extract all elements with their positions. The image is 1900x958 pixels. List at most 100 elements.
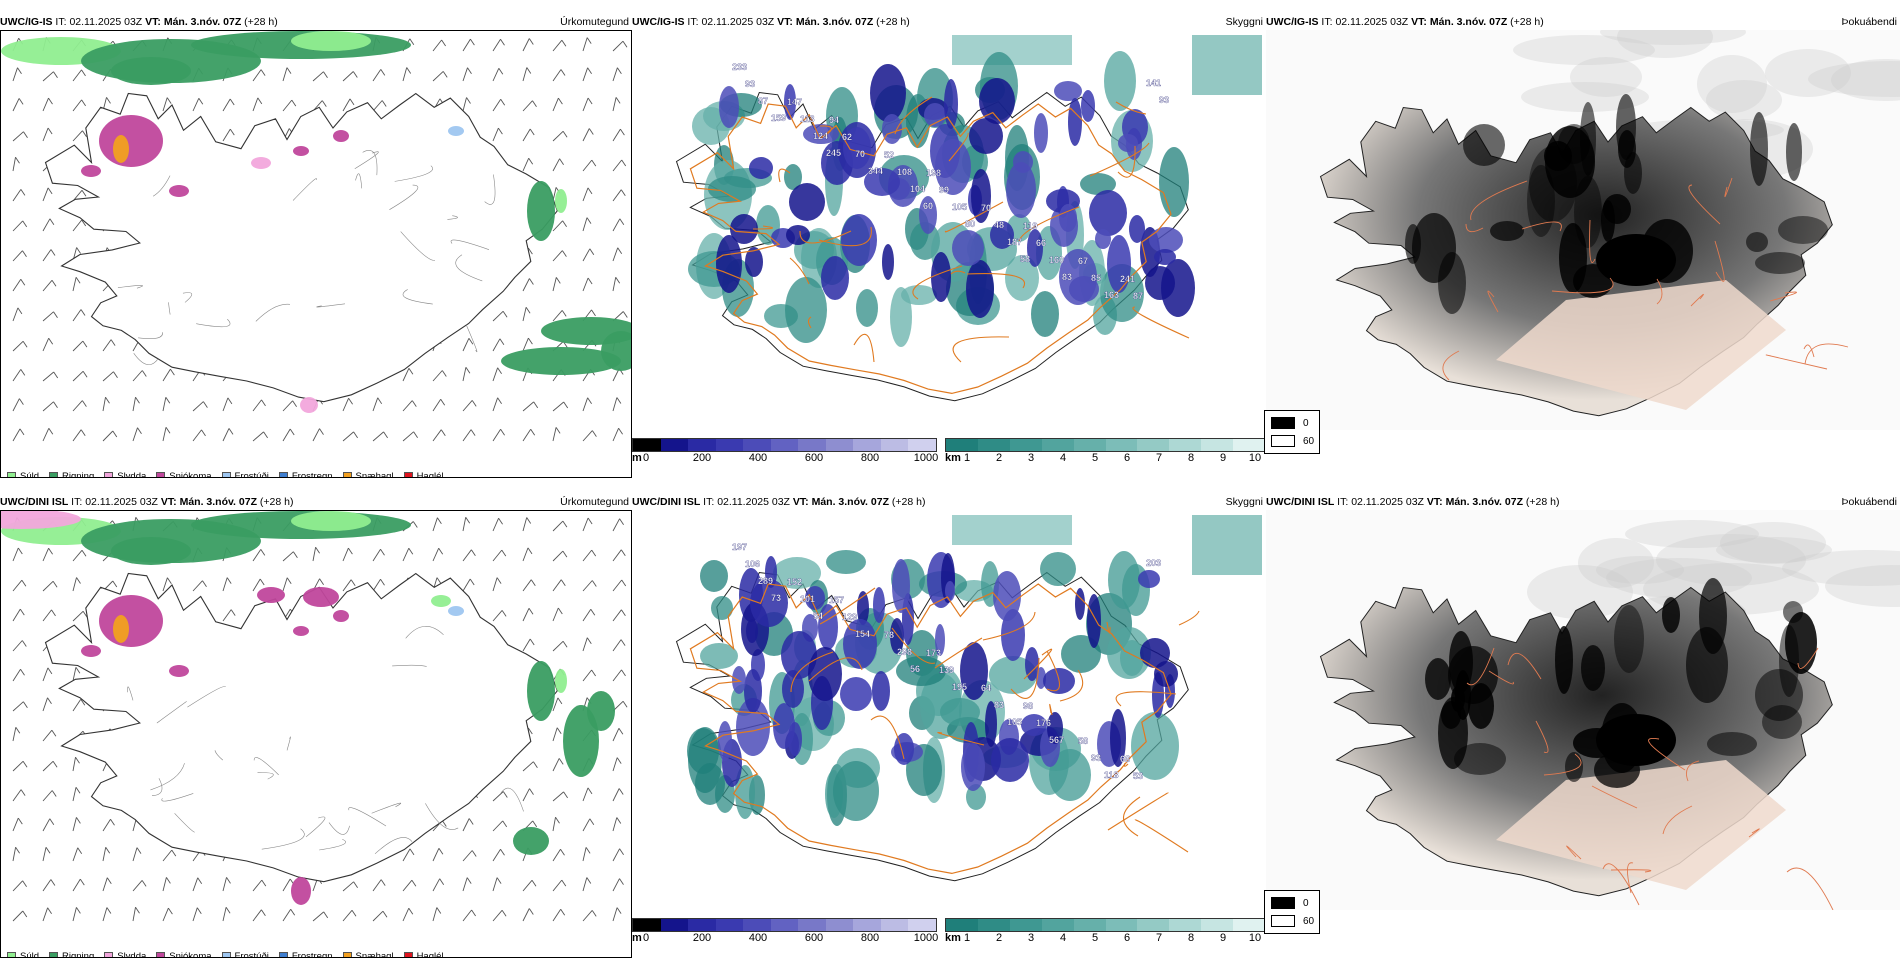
legend-swatch xyxy=(343,472,352,479)
legend-label: Súld xyxy=(20,951,39,958)
cloud-base-label: 173 xyxy=(926,648,941,658)
init-time-label: IT: xyxy=(55,16,66,28)
cloud-base-label: 105 xyxy=(952,202,967,212)
panel-header: UWC/IG-IS IT: 02.11.2025 03Z VT: Mán. 3.… xyxy=(632,15,1266,30)
cloud-base-label: 241 xyxy=(1120,274,1135,284)
cloud-base-label: 70 xyxy=(855,149,865,159)
cloud-base-label: 159 xyxy=(771,113,786,123)
fog-map[interactable] xyxy=(1266,30,1900,430)
panel-type-title: Skyggni xyxy=(1226,495,1263,510)
init-time: 02.11.2025 03Z xyxy=(1351,496,1424,508)
cloud-base-label: 289 xyxy=(758,576,773,586)
panel-header: UWC/IG-IS IT: 02.11.2025 03Z VT: Mán. 3.… xyxy=(0,15,632,30)
cloud-base-label: 139 xyxy=(939,665,954,675)
cloud-base-label: 80 xyxy=(965,219,975,229)
cloud-base-label: 187 xyxy=(1007,237,1022,247)
legend-item: Snjókoma xyxy=(156,471,211,479)
fog-legend-label: 60 xyxy=(1303,436,1314,447)
legend-label: Frostregn xyxy=(292,951,333,958)
cloud-base-label: 94 xyxy=(829,115,839,125)
panel-type-title: Skyggni xyxy=(1226,15,1263,30)
model-name: UWC/IG-IS xyxy=(0,16,53,28)
cloud-base-label: 147 xyxy=(787,97,802,107)
tick-label: 0 xyxy=(643,932,649,944)
cloud-base-label: 160 xyxy=(1049,255,1064,265)
cloud-base-label: 83 xyxy=(994,700,1004,710)
legend-label: Haglél xyxy=(417,951,444,958)
model-name: UWC/DINI ISL xyxy=(632,496,700,508)
legend-swatch xyxy=(49,472,58,479)
valid-time-label: VT: xyxy=(777,16,793,28)
cloud-base-label: 85 xyxy=(1091,273,1101,283)
init-time: 02.11.2025 03Z xyxy=(701,16,774,28)
tick-label: 1000 xyxy=(914,932,938,944)
cloud-base-label: 101 xyxy=(800,594,815,604)
cloud-base-label: 154 xyxy=(855,629,870,639)
tick-label: 200 xyxy=(693,932,711,944)
cloud-base-label: 83 xyxy=(1062,272,1072,282)
legend-swatch xyxy=(104,472,113,479)
cloud-base-label: 60 xyxy=(923,201,933,211)
init-time-label: IT: xyxy=(1321,16,1332,28)
panel-type-title: Úrkomutegund xyxy=(560,495,629,510)
valid-time: Mán. 3.nóv. 07Z xyxy=(812,496,889,508)
legend-label: Rigning xyxy=(62,471,94,479)
cloud-base-label: 93 xyxy=(745,79,755,89)
legend-swatch xyxy=(156,952,165,958)
cloud-base-label: 54 xyxy=(813,611,823,621)
legend-item: Haglél xyxy=(404,471,444,479)
legend-swatch xyxy=(7,952,16,958)
cloud-base-label: 344 xyxy=(868,166,883,176)
cloud-base-colorbar xyxy=(632,438,937,452)
fog-legend-item: 60 xyxy=(1271,435,1314,447)
legend-swatch xyxy=(222,952,231,958)
fog-legend-item: 0 xyxy=(1271,417,1309,429)
init-time: 02.11.2025 03Z xyxy=(1335,16,1408,28)
tick-label: 600 xyxy=(805,932,823,944)
panel-type-title: Þokuábendi xyxy=(1842,495,1897,510)
legend-label: Frostregn xyxy=(292,471,333,479)
panel-header: UWC/DINI ISL IT: 02.11.2025 03Z VT: Mán.… xyxy=(0,495,632,510)
cloud-base-label: 106 xyxy=(745,559,760,569)
fog-legend-item: 60 xyxy=(1271,915,1314,927)
lead-time: (+28 h) xyxy=(876,16,910,28)
legend-item: Frostúði xyxy=(222,471,269,479)
cloud-base-label: 141 xyxy=(1146,78,1161,88)
visibility-panel: UWC/DINI ISL IT: 02.11.2025 03Z VT: Mán.… xyxy=(632,495,1266,953)
tick-label: 1000 xyxy=(914,452,938,464)
cloud-base-label: 98 xyxy=(1023,701,1033,711)
cloud-base-label: 87 xyxy=(758,96,768,106)
legend-item: Slydda xyxy=(104,951,146,958)
panel-type-title: Úrkomutegund xyxy=(560,15,629,30)
model-name: UWC/IG-IS xyxy=(1266,16,1319,28)
tick-label: 9 xyxy=(1220,452,1226,464)
init-time-label: IT: xyxy=(1337,496,1348,508)
precip-type-panel: UWC/IG-IS IT: 02.11.2025 03Z VT: Mán. 3.… xyxy=(0,15,632,473)
legend-label: Súld xyxy=(20,471,39,479)
tick-label: 9 xyxy=(1220,932,1226,944)
fog-map[interactable] xyxy=(1266,510,1900,910)
legend-label: Frostúði xyxy=(235,951,269,958)
cloud-base-label: 93 xyxy=(1091,753,1101,763)
legend-swatch xyxy=(49,952,58,958)
cloud-base-label: 567 xyxy=(1049,735,1064,745)
precip-type-panel: UWC/DINI ISL IT: 02.11.2025 03Z VT: Mán.… xyxy=(0,495,632,953)
legend-item: Rigning xyxy=(49,471,94,479)
tick-label: 10 xyxy=(1249,452,1261,464)
tick-label: 1 xyxy=(964,452,970,464)
tick-label: 200 xyxy=(693,452,711,464)
model-name: UWC/IG-IS xyxy=(632,16,685,28)
fog-legend-swatch xyxy=(1271,915,1295,927)
tick-label: 600 xyxy=(805,452,823,464)
fog-legend-swatch xyxy=(1271,417,1295,429)
tick-label: 4 xyxy=(1060,932,1066,944)
fog-legend: 0 60 xyxy=(1264,410,1320,454)
